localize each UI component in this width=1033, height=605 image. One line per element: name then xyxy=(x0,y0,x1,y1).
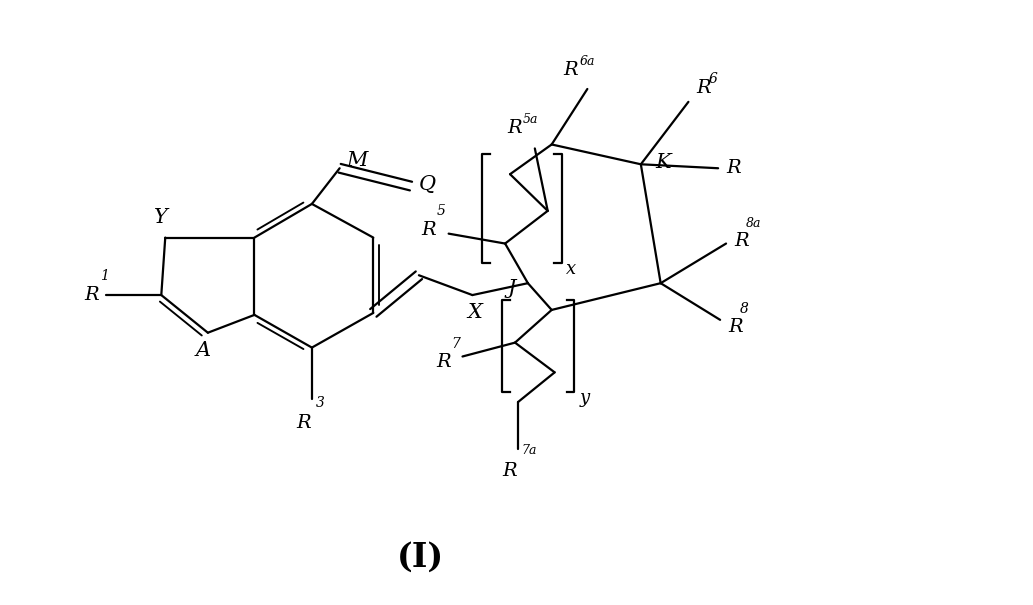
Text: M: M xyxy=(347,151,368,170)
Text: 1: 1 xyxy=(100,269,108,283)
Text: 5: 5 xyxy=(437,204,445,218)
Text: R: R xyxy=(296,414,311,432)
Text: A: A xyxy=(195,341,211,360)
Text: R: R xyxy=(85,286,99,304)
Text: J: J xyxy=(508,279,516,298)
Text: R: R xyxy=(507,119,522,137)
Text: 3: 3 xyxy=(316,396,324,410)
Text: R: R xyxy=(563,61,577,79)
Text: R: R xyxy=(421,221,436,239)
Text: R: R xyxy=(696,79,711,97)
Text: x: x xyxy=(566,260,576,278)
Text: 7: 7 xyxy=(451,336,461,350)
Text: y: y xyxy=(580,389,590,407)
Text: 6a: 6a xyxy=(580,55,595,68)
Text: 5a: 5a xyxy=(523,113,538,126)
Text: 8: 8 xyxy=(740,302,749,316)
Text: R: R xyxy=(503,462,518,480)
Text: R: R xyxy=(436,353,450,371)
Text: R: R xyxy=(726,159,741,177)
Text: (I): (I) xyxy=(398,541,444,574)
Text: Q: Q xyxy=(418,175,435,194)
Text: 7a: 7a xyxy=(522,443,537,457)
Text: R: R xyxy=(728,318,743,336)
Text: 6: 6 xyxy=(709,72,717,86)
Text: X: X xyxy=(467,303,481,322)
Text: 8a: 8a xyxy=(746,217,761,230)
Text: Y: Y xyxy=(154,208,168,227)
Text: R: R xyxy=(734,232,749,250)
Text: K: K xyxy=(655,153,670,172)
